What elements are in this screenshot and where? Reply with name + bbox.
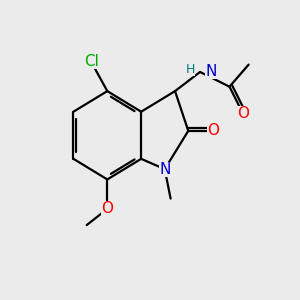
Text: O: O <box>101 201 113 216</box>
Text: N: N <box>159 162 170 177</box>
Text: O: O <box>237 106 249 121</box>
Text: N: N <box>206 64 217 80</box>
Text: Cl: Cl <box>84 54 98 69</box>
Text: O: O <box>207 123 219 138</box>
Text: H: H <box>185 63 195 76</box>
